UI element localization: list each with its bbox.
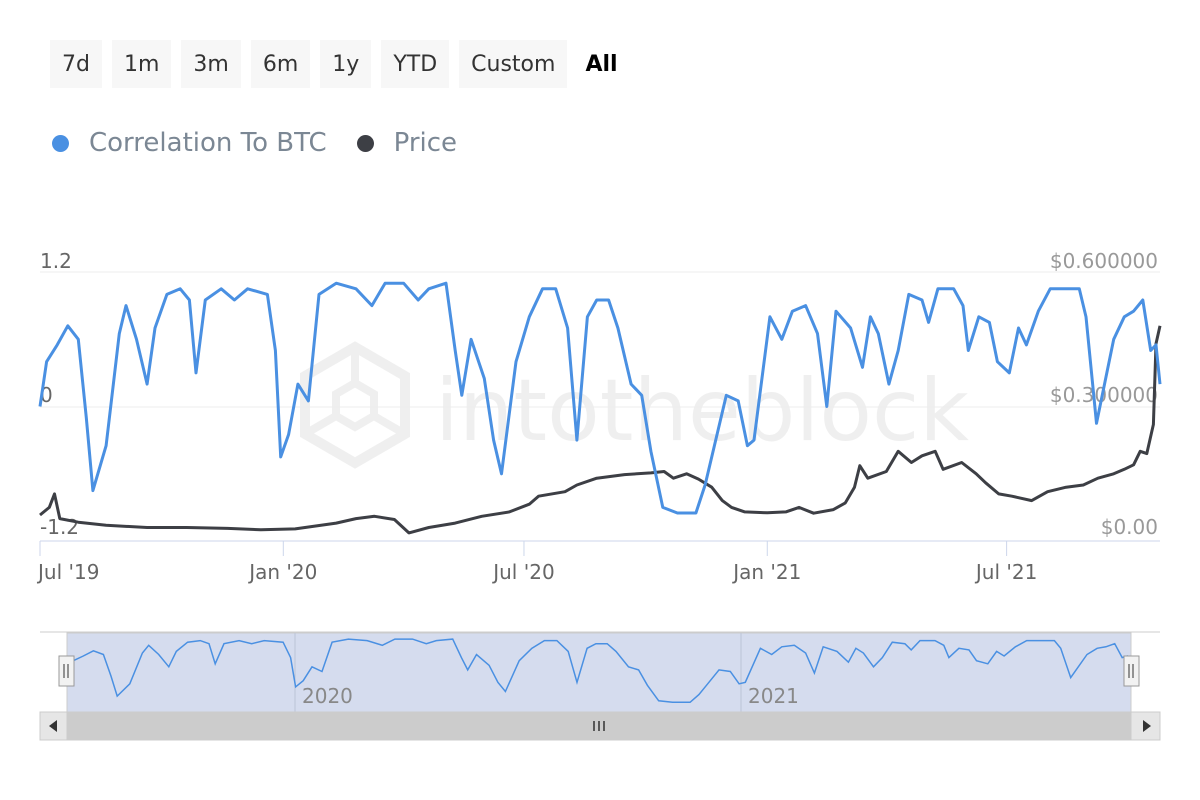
navigator-handle-right[interactable] [1123, 655, 1140, 687]
x-tick-label: Jan '20 [247, 560, 317, 584]
series-line-correlation [38, 281, 1162, 515]
watermark-logo-icon [300, 341, 410, 469]
range-button-1y[interactable]: 1y [320, 40, 372, 88]
legend-marker-correlation [52, 134, 69, 152]
navigator: 2020 2021 [39, 631, 1161, 741]
range-button-1m[interactable]: 1m [111, 40, 172, 88]
range-button-7d[interactable]: 7d [50, 40, 102, 88]
range-button-6m[interactable]: 6m [250, 40, 311, 88]
navigator-series-line [66, 638, 1132, 704]
arrow-right-icon [1143, 720, 1151, 732]
chart-legend: Correlation To BTC Price [52, 128, 487, 158]
x-tick-label: Jul '21 [974, 560, 1037, 584]
series-line-price [39, 325, 1162, 535]
navigator-label-2021: 2021 [748, 684, 799, 708]
navigator-label-2020: 2020 [302, 684, 353, 708]
watermark: intotheblock [300, 341, 969, 469]
range-button-custom[interactable]: Custom [459, 40, 568, 88]
x-axis-ticks: Jul '19 Jan '20 Jul '20 Jan '21 Jul '21 [36, 541, 1037, 584]
scrollbar-left-arrow-button[interactable] [39, 711, 68, 741]
legend-item-price[interactable]: Price [356, 128, 458, 158]
x-tick-label: Jul '20 [491, 560, 554, 584]
navigator-handle-left[interactable] [58, 655, 75, 687]
navigator-selection[interactable] [66, 632, 1132, 713]
x-tick-label: Jan '21 [731, 560, 801, 584]
range-button-3m[interactable]: 3m [181, 40, 241, 88]
legend-marker-price [356, 134, 374, 152]
scrollbar-grip-icon [593, 721, 605, 731]
arrow-left-icon [49, 720, 57, 732]
legend-label-price: Price [393, 128, 458, 158]
y-right-tick-top: $0.600000 [1050, 249, 1158, 273]
range-selector: 7d 1m 3m 6m 1y YTD Custom All [50, 40, 626, 88]
legend-item-correlation[interactable]: Correlation To BTC [52, 128, 327, 158]
range-button-all[interactable]: All [577, 40, 625, 88]
x-tick-label: Jul '19 [36, 560, 99, 584]
range-button-ytd[interactable]: YTD [381, 40, 450, 88]
y-right-tick-bottom: $0.00 [1101, 515, 1158, 539]
legend-label-correlation: Correlation To BTC [89, 128, 327, 158]
scrollbar-right-arrow-button[interactable] [1130, 711, 1161, 741]
watermark-text: intotheblock [435, 361, 969, 461]
y-left-tick-top: 1.2 [40, 249, 72, 273]
